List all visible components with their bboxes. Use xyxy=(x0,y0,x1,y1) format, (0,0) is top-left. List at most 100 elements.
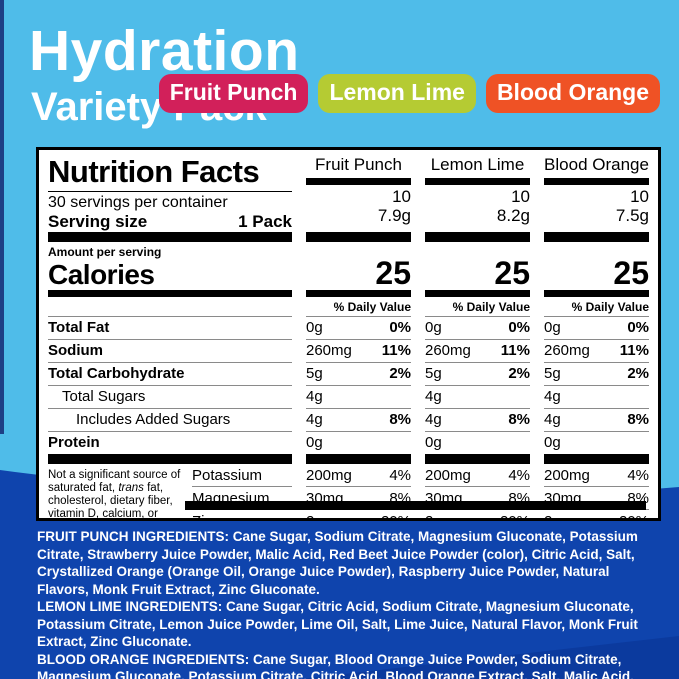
mineral-line: 200mg 4% xyxy=(425,464,530,487)
serving-size-value: 1 Pack xyxy=(238,212,292,231)
amount: 5g xyxy=(425,365,442,382)
column-name: Lemon Lime xyxy=(430,155,525,174)
daily-value: 0% xyxy=(627,319,649,336)
amount: 0g xyxy=(425,319,442,336)
serving-size-row: Serving size 1 Pack xyxy=(48,212,292,232)
footnote-text: fat, cholesterol, dietary fiber, vitamin… xyxy=(48,482,173,520)
amount: 200mg xyxy=(306,467,352,484)
nutrient-label: Total Carbohydrate xyxy=(48,363,292,386)
column-header-lemon-lime: Lemon Lime 10 8.2g xyxy=(425,154,530,242)
column-servings: 10 xyxy=(630,187,649,206)
daily-value: 20% xyxy=(619,513,649,518)
daily-value: 20% xyxy=(381,513,411,518)
nutrient-values: 4g xyxy=(425,386,530,409)
mineral-line: 2mg 20% xyxy=(306,510,411,518)
daily-value-header-spacer xyxy=(48,297,292,317)
column-servings: 10 xyxy=(511,187,530,206)
ingredients-blood-orange: BLOOD ORANGE INGREDIENTS: Cane Sugar, Bl… xyxy=(37,651,662,679)
column-serving-size: 7.9g xyxy=(377,206,411,225)
daily-value: 20% xyxy=(500,513,530,518)
servings-per-container: 30 servings per container xyxy=(48,194,228,211)
calories-value-fruit-punch: 25 xyxy=(306,242,411,297)
amount: 2mg xyxy=(425,513,454,518)
column-header-blood-orange: Blood Orange 10 7.5g xyxy=(544,154,649,242)
amount: 4g xyxy=(306,388,323,405)
amount: 0g xyxy=(544,434,561,451)
daily-value: 4% xyxy=(508,467,530,484)
mineral-line: 200mg 4% xyxy=(544,464,649,487)
mineral-line: 2mg 20% xyxy=(425,510,530,518)
nutrient-values: 4g 8% xyxy=(544,409,649,432)
amount: 0g xyxy=(306,319,323,336)
ingredients-text: Cane Sugar, Sodium Citrate, Magnesium Gl… xyxy=(37,529,638,597)
mineral-label-potassium: Potassium xyxy=(192,464,292,487)
calories-label: Calories xyxy=(48,259,155,290)
ingredients-heading: BLOOD ORANGE INGREDIENTS: xyxy=(37,651,250,667)
ingredients-heading: FRUIT PUNCH INGREDIENTS: xyxy=(37,529,229,544)
amount: 260mg xyxy=(425,342,471,359)
daily-value: 8% xyxy=(508,411,530,428)
nutrition-facts-title: Nutrition Facts xyxy=(48,154,292,192)
nutrient-values: 4g 8% xyxy=(425,409,530,432)
calories-label-cell: Amount per serving Calories xyxy=(48,242,292,297)
amount: 2mg xyxy=(306,513,335,518)
mineral-names: Potassium Magnesium Zinc xyxy=(182,464,292,518)
column-name: Fruit Punch xyxy=(315,155,402,174)
daily-value: 2% xyxy=(389,365,411,382)
column-name: Blood Orange xyxy=(544,155,649,174)
daily-value: 0% xyxy=(389,319,411,336)
serving-size-label: Serving size xyxy=(48,212,148,231)
nutrient-values: 0g xyxy=(306,432,411,464)
nutrient-values: 260mg 11% xyxy=(306,340,411,363)
badge-blood-orange: Blood Orange xyxy=(485,74,660,113)
footnote: Not a significant source of saturated fa… xyxy=(48,464,182,520)
nutrient-values: 4g 8% xyxy=(306,409,411,432)
amount: 200mg xyxy=(544,467,590,484)
nutrient-values: 5g 2% xyxy=(425,363,530,386)
nutrition-facts-panel: Nutrition Facts 30 servings per containe… xyxy=(36,147,661,521)
mineral-label-zinc: Zinc xyxy=(192,510,292,518)
calories-value-lemon-lime: 25 xyxy=(425,242,530,297)
column-serving-size: 8.2g xyxy=(496,206,530,225)
daily-value: 8% xyxy=(627,411,649,428)
nutrient-label: Sodium xyxy=(48,340,292,363)
amount: 260mg xyxy=(544,342,590,359)
column-header-fruit-punch: Fruit Punch 10 7.9g xyxy=(306,154,411,242)
amount: 0g xyxy=(425,434,442,451)
panel-header-label-cell: Nutrition Facts 30 servings per containe… xyxy=(48,154,292,242)
minerals-section: Not a significant source of saturated fa… xyxy=(48,464,649,520)
column-divider-bar xyxy=(425,178,530,185)
nutrient-label: Includes Added Sugars xyxy=(48,409,292,432)
nutrient-row-sodium: Sodium 260mg 11% 260mg 11% 260mg 11% xyxy=(48,340,649,363)
mineral-line: 2mg 20% xyxy=(544,510,649,518)
mineral-line: 200mg 4% xyxy=(306,464,411,487)
daily-value-header: % Daily Value xyxy=(425,297,530,317)
nutrient-label: Total Fat xyxy=(48,317,292,340)
amount: 0g xyxy=(306,434,323,451)
daily-value: 2% xyxy=(627,365,649,382)
amount: 4g xyxy=(544,411,561,428)
amount: 200mg xyxy=(425,467,471,484)
nutrient-values: 260mg 11% xyxy=(425,340,530,363)
nutrient-values: 4g xyxy=(306,386,411,409)
daily-value: 11% xyxy=(500,342,530,359)
nutrient-values: 0g 0% xyxy=(425,317,530,340)
daily-value-header: % Daily Value xyxy=(544,297,649,317)
amount: 4g xyxy=(425,388,442,405)
footnote-text: Not a significant source of saturated fa… xyxy=(48,469,181,494)
ingredients-lemon-lime: LEMON LIME INGREDIENTS: Cane Sugar, Citr… xyxy=(37,598,662,651)
minerals-label-cell: Not a significant source of saturated fa… xyxy=(48,464,292,520)
daily-value: 0% xyxy=(508,319,530,336)
nutrient-row-total-sugars: Total Sugars 4g 4g 4g xyxy=(48,386,649,409)
column-divider-bar xyxy=(544,178,649,185)
amount: 5g xyxy=(544,365,561,382)
daily-value: 8% xyxy=(389,411,411,428)
nutrient-values: 0g xyxy=(425,432,530,464)
nutrient-row-protein: Protein 0g 0g 0g xyxy=(48,432,649,464)
nutrient-label: Protein xyxy=(48,432,292,464)
daily-value: 4% xyxy=(389,467,411,484)
